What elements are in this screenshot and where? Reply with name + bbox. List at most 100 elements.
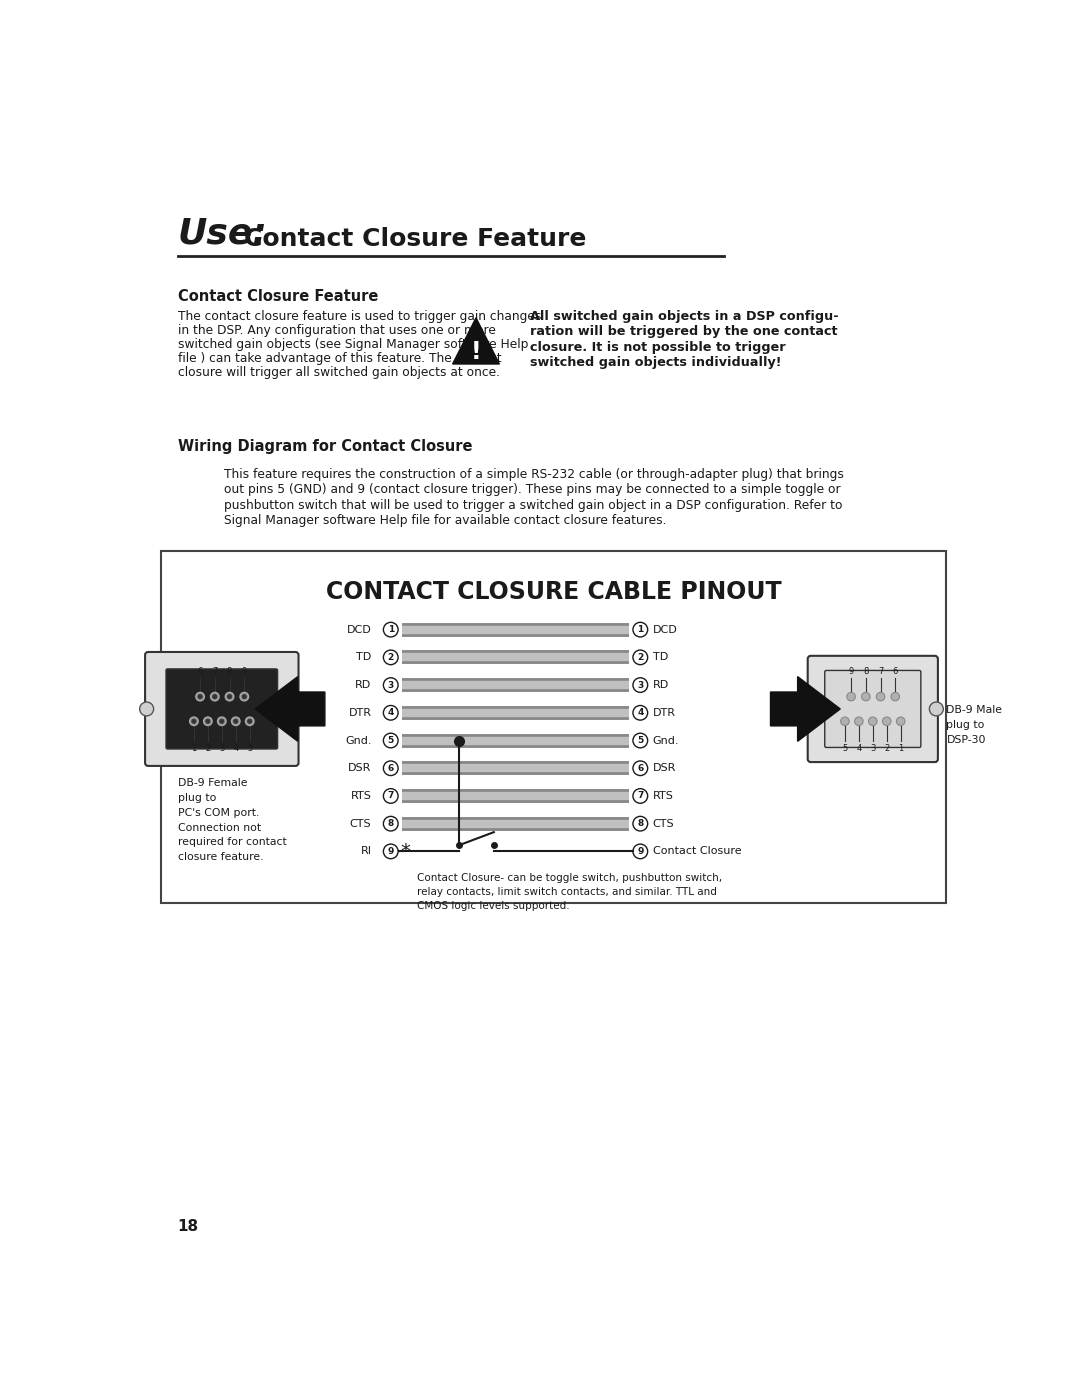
Circle shape — [862, 693, 870, 701]
Circle shape — [198, 694, 202, 698]
Text: in the DSP. Any configuration that uses one or more: in the DSP. Any configuration that uses … — [177, 324, 496, 337]
Circle shape — [291, 703, 303, 715]
Text: 2: 2 — [205, 743, 211, 753]
Text: 3: 3 — [219, 743, 225, 753]
FancyBboxPatch shape — [145, 652, 298, 766]
Circle shape — [633, 761, 648, 775]
Text: pushbutton switch that will be used to trigger a switched gain object in a DSP c: pushbutton switch that will be used to t… — [225, 499, 842, 511]
Circle shape — [219, 719, 224, 724]
Text: 3: 3 — [388, 680, 394, 690]
Circle shape — [245, 717, 254, 725]
Text: TD: TD — [356, 652, 372, 662]
Circle shape — [213, 694, 217, 698]
Text: *: * — [401, 842, 410, 861]
Circle shape — [383, 844, 399, 859]
Text: 7: 7 — [637, 792, 644, 800]
Text: Gnd.: Gnd. — [652, 735, 679, 746]
Text: CONTACT CLOSURE CABLE PINOUT: CONTACT CLOSURE CABLE PINOUT — [326, 580, 781, 604]
Circle shape — [802, 703, 816, 715]
Text: 1: 1 — [899, 743, 903, 753]
Text: 3: 3 — [870, 743, 876, 753]
Circle shape — [876, 693, 885, 701]
Text: 7: 7 — [212, 666, 217, 676]
Circle shape — [383, 761, 399, 775]
Text: switched gain objects individually!: switched gain objects individually! — [530, 356, 782, 369]
Circle shape — [383, 678, 399, 693]
Circle shape — [383, 650, 399, 665]
Text: 8: 8 — [227, 666, 232, 676]
Text: RI: RI — [361, 847, 372, 856]
Circle shape — [139, 703, 153, 715]
Text: 6: 6 — [388, 764, 394, 773]
FancyBboxPatch shape — [808, 655, 937, 763]
Text: !: ! — [471, 341, 482, 365]
Circle shape — [211, 693, 219, 701]
Circle shape — [868, 717, 877, 725]
Text: 1: 1 — [637, 624, 644, 634]
FancyBboxPatch shape — [166, 669, 278, 749]
Text: RTS: RTS — [652, 791, 674, 800]
Circle shape — [383, 733, 399, 747]
Text: 9: 9 — [637, 847, 644, 856]
Text: 7: 7 — [878, 666, 883, 676]
Text: 8: 8 — [863, 666, 868, 676]
Text: DCD: DCD — [652, 624, 677, 634]
Text: RTS: RTS — [351, 791, 372, 800]
Circle shape — [204, 717, 212, 725]
Text: 6: 6 — [892, 666, 897, 676]
Text: Wiring Diagram for Contact Closure: Wiring Diagram for Contact Closure — [177, 440, 472, 454]
Text: 1: 1 — [191, 743, 197, 753]
Circle shape — [882, 717, 891, 725]
Text: 5: 5 — [842, 743, 848, 753]
Text: RD: RD — [355, 680, 372, 690]
Polygon shape — [770, 676, 840, 742]
Text: closure. It is not possible to trigger: closure. It is not possible to trigger — [530, 341, 786, 353]
Text: 4: 4 — [637, 708, 644, 717]
FancyBboxPatch shape — [161, 550, 946, 902]
Text: DCD: DCD — [347, 624, 372, 634]
Circle shape — [383, 622, 399, 637]
Text: 9: 9 — [849, 666, 853, 676]
Circle shape — [240, 693, 248, 701]
Circle shape — [242, 694, 246, 698]
Text: switched gain objects (see Signal Manager software Help: switched gain objects (see Signal Manage… — [177, 338, 528, 351]
Circle shape — [840, 717, 849, 725]
Polygon shape — [255, 676, 325, 742]
Circle shape — [205, 719, 210, 724]
Circle shape — [633, 650, 648, 665]
Text: 4: 4 — [388, 708, 394, 717]
Circle shape — [233, 719, 238, 724]
Text: 5: 5 — [247, 743, 253, 753]
Text: 9: 9 — [388, 847, 394, 856]
Circle shape — [192, 719, 197, 724]
FancyBboxPatch shape — [825, 671, 921, 747]
Text: out pins 5 (GND) and 9 (contact closure trigger). These pins may be connected to: out pins 5 (GND) and 9 (contact closure … — [225, 483, 840, 496]
Text: Contact Closure Feature: Contact Closure Feature — [243, 226, 585, 251]
Circle shape — [190, 717, 198, 725]
Circle shape — [228, 694, 232, 698]
Text: 3: 3 — [637, 680, 644, 690]
Text: 5: 5 — [637, 736, 644, 745]
Text: Signal Manager software Help file for available contact closure features.: Signal Manager software Help file for av… — [225, 514, 666, 527]
Text: 8: 8 — [388, 819, 394, 828]
Circle shape — [633, 705, 648, 719]
Text: closure will trigger all switched gain objects at once.: closure will trigger all switched gain o… — [177, 366, 500, 379]
Text: 6: 6 — [637, 764, 644, 773]
Circle shape — [217, 717, 226, 725]
Circle shape — [633, 622, 648, 637]
Circle shape — [854, 717, 863, 725]
Text: DB-9 Female
plug to
PC's COM port.
Connection not
required for contact
closure f: DB-9 Female plug to PC's COM port. Conne… — [177, 778, 286, 862]
Text: file ) can take advantage of this feature. The contact: file ) can take advantage of this featur… — [177, 352, 501, 365]
Circle shape — [247, 719, 252, 724]
Circle shape — [930, 703, 943, 715]
Text: 4: 4 — [233, 743, 239, 753]
Text: DSR: DSR — [652, 763, 676, 774]
Text: 2: 2 — [637, 652, 644, 662]
Text: The contact closure feature is used to trigger gain changes: The contact closure feature is used to t… — [177, 310, 541, 323]
Circle shape — [633, 789, 648, 803]
Text: DSR: DSR — [348, 763, 372, 774]
Text: 7: 7 — [388, 792, 394, 800]
Circle shape — [891, 693, 900, 701]
Text: 1: 1 — [388, 624, 394, 634]
Circle shape — [383, 789, 399, 803]
